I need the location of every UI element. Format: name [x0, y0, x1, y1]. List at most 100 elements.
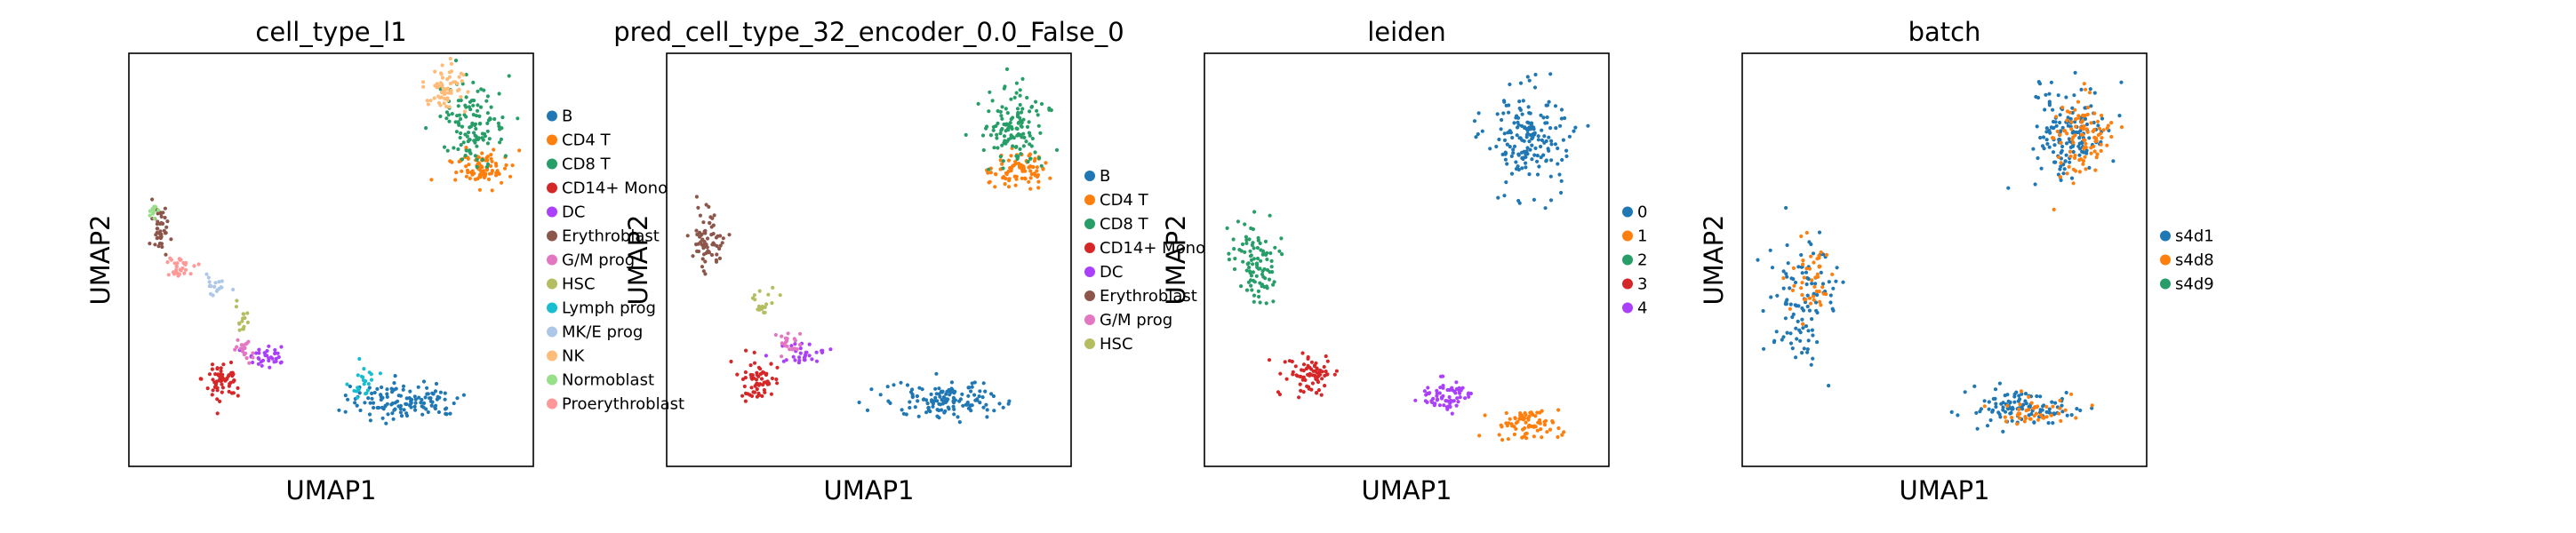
scatter-point: [385, 394, 389, 399]
scatter-point: [1994, 404, 1998, 410]
scatter-point: [375, 386, 380, 391]
scatter-point: [1516, 153, 1521, 157]
scatter-point: [449, 88, 453, 93]
scatter-point: [2029, 401, 2034, 405]
scatter-point: [2059, 178, 2063, 182]
scatter-point: [1542, 140, 1547, 145]
scatter-point: [429, 403, 434, 408]
scatter-point: [212, 284, 217, 289]
scatter-point: [474, 134, 478, 139]
scatter-point: [1000, 143, 1004, 147]
scatter-point: [1532, 197, 1536, 202]
scatter-point: [2001, 405, 2005, 410]
legend-item: s4d1: [2160, 227, 2214, 246]
scatter-point: [753, 384, 757, 388]
scatter-point: [227, 384, 231, 388]
scatter-point: [2085, 112, 2090, 116]
scatter-point: [1532, 85, 1538, 90]
scatter-point: [810, 357, 814, 362]
scatter-point: [1993, 387, 1998, 392]
series-cd4-t: [429, 146, 522, 193]
scatter-point: [235, 298, 239, 303]
scatter-point: [2109, 121, 2114, 125]
scatter-point: [926, 406, 931, 410]
scatter-point: [1549, 139, 1554, 143]
scatter-point: [1784, 302, 1788, 306]
scatter-point: [1535, 159, 1540, 163]
scatter-point: [2004, 419, 2008, 424]
scatter-point: [1256, 289, 1260, 293]
scatter-point: [2050, 400, 2054, 404]
scatter-point: [2069, 392, 2074, 396]
scatter-point: [474, 114, 479, 118]
scatter-point: [1993, 396, 1997, 401]
scatter-point: [1985, 424, 1990, 428]
scatter-point: [1306, 372, 1310, 377]
scatter-point: [1798, 338, 1803, 343]
scatter-point: [1511, 151, 1516, 155]
scatter-point: [2071, 149, 2076, 155]
scatter-point: [1268, 251, 1273, 256]
scatter-point: [1830, 272, 1835, 276]
scatter-point: [1432, 403, 1436, 408]
scatter-point: [1227, 258, 1231, 262]
panel-title: cell_type_l1: [255, 17, 406, 47]
scatter-point: [433, 389, 438, 394]
scatter-point: [464, 115, 468, 119]
scatter-point: [1446, 404, 1451, 409]
scatter-point: [482, 169, 486, 173]
x-axis-label: UMAP1: [285, 475, 376, 505]
scatter-point: [1001, 405, 1005, 410]
scatter-point: [485, 111, 491, 115]
scatter-point: [1448, 398, 1453, 402]
scatter-point: [1497, 433, 1501, 437]
scatter-point: [428, 396, 433, 401]
scatter-point: [985, 415, 989, 419]
scatter-point: [1299, 388, 1303, 393]
scatter-point: [260, 363, 264, 368]
scatter-point: [440, 76, 445, 80]
scatter-point: [1535, 154, 1540, 158]
legend-label: G/M prog: [562, 251, 635, 270]
scatter-point: [2081, 132, 2085, 137]
scatter-point: [1527, 78, 1532, 83]
scatter-point: [500, 180, 504, 185]
scatter-point: [459, 116, 463, 122]
scatter-point: [2084, 122, 2090, 127]
scatter-point: [1560, 433, 1564, 437]
scatter-point: [1018, 88, 1022, 92]
scatter-point: [1558, 123, 1563, 128]
scatter-point: [2012, 392, 2017, 396]
scatter-point: [2033, 182, 2037, 187]
y-axis-label: UMAP2: [623, 214, 653, 305]
scatter-point: [1532, 153, 1537, 157]
scatter-point: [2015, 422, 2020, 426]
scatter-point: [2063, 159, 2068, 163]
scatter-point: [1028, 142, 1032, 147]
scatter-point: [230, 374, 235, 378]
scatter-point: [1557, 172, 1562, 177]
scatter-point: [2100, 116, 2105, 121]
scatter-point: [220, 382, 224, 386]
scatter-point: [1320, 370, 1324, 374]
scatter-point: [183, 267, 188, 272]
scatter-point: [503, 154, 508, 158]
scatter-point: [977, 394, 981, 399]
scatter-point: [969, 389, 973, 394]
scatter-point: [2101, 128, 2106, 132]
scatter-point: [1528, 410, 1532, 415]
scatter-point: [1015, 107, 1020, 111]
scatter-point: [2012, 400, 2017, 404]
scatter-point: [2065, 413, 2069, 418]
scatter-point: [1444, 399, 1448, 403]
scatter-point: [364, 378, 368, 384]
scatter-point: [1496, 195, 1500, 200]
scatter-point: [931, 402, 935, 406]
scatter-point: [237, 328, 242, 332]
scatter-point: [685, 234, 690, 238]
scatter-point: [1811, 294, 1816, 298]
scatter-point: [1834, 279, 1838, 283]
scatter-point: [236, 321, 242, 325]
scatter-point: [1530, 424, 1534, 429]
legend-item: 3: [1622, 275, 1647, 294]
